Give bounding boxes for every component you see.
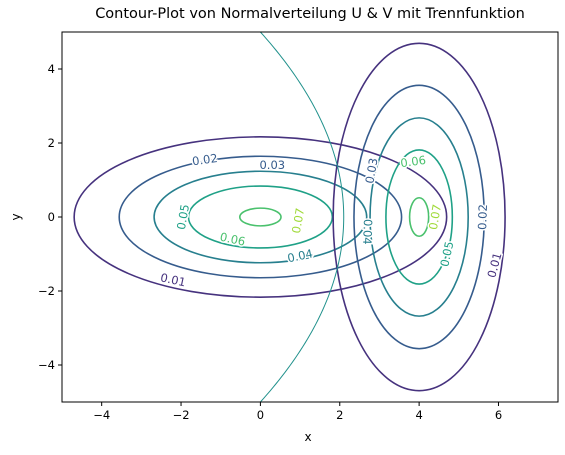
contour-label: 0.04 (286, 246, 314, 265)
contour-label: 0.04 (360, 219, 375, 245)
contour-label: 0.07 (289, 207, 307, 235)
contour-label: 0.03 (362, 157, 380, 185)
x-tick-label: −2 (173, 408, 190, 422)
chart-title: Contour-Plot von Normalverteilung U & V … (95, 6, 525, 22)
y-tick-label: −4 (38, 358, 55, 372)
y-axis-label: y (9, 213, 23, 220)
contour-V-0.02 (353, 84, 486, 350)
separator-line (259, 32, 345, 402)
x-tick-label: 0 (257, 408, 264, 422)
contour-label: 0.02 (191, 151, 218, 168)
contour-label: 0.01 (159, 270, 187, 289)
y-tick-label: −2 (38, 284, 55, 298)
y-tick-label: 4 (48, 62, 55, 76)
contour-U-0.03 (153, 170, 368, 264)
separator-curve (259, 32, 345, 402)
contour-U-0.01 (73, 136, 448, 298)
contour-label: 0.05 (174, 203, 192, 231)
contour-label: 0.06 (400, 153, 427, 170)
x-tick-label: 6 (495, 408, 502, 422)
y-axis: −4 −2 0 2 4 (38, 62, 62, 372)
x-tick-label: 4 (415, 408, 422, 422)
x-tick-label: −4 (93, 408, 110, 422)
contour-V-0.03 (369, 117, 469, 317)
contour-U-0.04 (187, 185, 334, 249)
y-tick-label: 2 (48, 136, 55, 150)
contour-V-0.01 (332, 42, 506, 392)
contour-label: 0.01 (484, 251, 504, 279)
x-axis: −4 −2 0 2 4 6 (93, 402, 502, 422)
x-axis-label: x (304, 430, 311, 444)
contour-label: 0.03 (259, 158, 285, 172)
contour-label: 0.05 (437, 240, 456, 268)
contour-U-0.05 (238, 207, 282, 227)
contour-U-0.02 (118, 155, 403, 279)
contour-label: 0.06 (219, 230, 247, 249)
contour-label: 0.02 (475, 204, 490, 230)
contour-lines (73, 42, 506, 392)
contour-labels: 0.01 0.02 0.03 0.04 0.05 0.06 0.07 0.01 0.02 0.03… (158, 149, 506, 290)
contour-V-0.04 (385, 149, 454, 285)
y-tick-label: 0 (48, 210, 55, 224)
contour-V-0.05 (408, 196, 430, 238)
contour-label: 0.07 (426, 203, 444, 231)
x-tick-label: 2 (336, 408, 343, 422)
